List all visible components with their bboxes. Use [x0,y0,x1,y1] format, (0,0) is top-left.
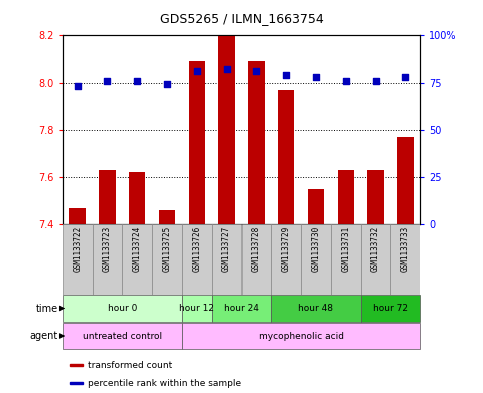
Bar [308,189,324,224]
Bar [93,224,122,295]
Bar [361,224,390,295]
Bar [63,323,182,349]
Bar [63,224,93,295]
Text: GSM1133728: GSM1133728 [252,226,261,272]
Bar [182,323,420,349]
Text: time: time [36,303,58,314]
Point [401,74,409,80]
Bar [189,61,205,224]
Bar [390,224,420,295]
Bar [182,224,212,295]
Bar [129,172,145,224]
Text: percentile rank within the sample: percentile rank within the sample [88,379,242,387]
Point [372,77,380,84]
Text: mycophenolic acid: mycophenolic acid [258,332,343,340]
Bar [361,295,420,322]
Text: hour 72: hour 72 [373,304,408,313]
Bar [63,295,182,322]
Text: GDS5265 / ILMN_1663754: GDS5265 / ILMN_1663754 [159,12,324,25]
Text: hour 24: hour 24 [224,304,259,313]
Text: untreated control: untreated control [83,332,162,340]
Text: hour 48: hour 48 [298,304,333,313]
Bar [338,170,354,224]
Bar [278,90,294,224]
Bar [152,224,182,295]
Bar [301,224,331,295]
Bar [212,224,242,295]
Text: GSM1133731: GSM1133731 [341,226,350,272]
Bar [271,224,301,295]
Point [193,68,201,74]
Text: transformed count: transformed count [88,361,172,369]
Bar [99,170,115,224]
Bar [242,224,271,295]
Point [104,77,112,84]
Text: hour 0: hour 0 [108,304,137,313]
Text: GSM1133724: GSM1133724 [133,226,142,272]
Bar [212,295,271,322]
Bar [248,61,265,224]
Text: hour 12: hour 12 [179,304,214,313]
Text: GSM1133725: GSM1133725 [163,226,171,272]
Text: GSM1133723: GSM1133723 [103,226,112,272]
Bar [218,33,235,224]
Point [223,66,230,72]
Bar [70,208,86,224]
Bar [159,210,175,224]
Point [74,83,82,90]
Point [282,72,290,78]
Text: GSM1133727: GSM1133727 [222,226,231,272]
Text: GSM1133722: GSM1133722 [73,226,82,272]
Bar [331,224,361,295]
Text: GSM1133729: GSM1133729 [282,226,291,272]
Point [342,77,350,84]
Point [312,74,320,80]
Bar [368,170,384,224]
Point [253,68,260,74]
Bar [122,224,152,295]
Bar [182,295,212,322]
Point [163,81,171,88]
Bar [70,364,83,366]
Bar [397,137,413,224]
Text: GSM1133732: GSM1133732 [371,226,380,272]
Text: GSM1133726: GSM1133726 [192,226,201,272]
Text: agent: agent [30,331,58,341]
Text: GSM1133733: GSM1133733 [401,226,410,272]
Text: GSM1133730: GSM1133730 [312,226,320,272]
Bar [271,295,361,322]
Point [133,77,141,84]
Bar [70,382,83,384]
